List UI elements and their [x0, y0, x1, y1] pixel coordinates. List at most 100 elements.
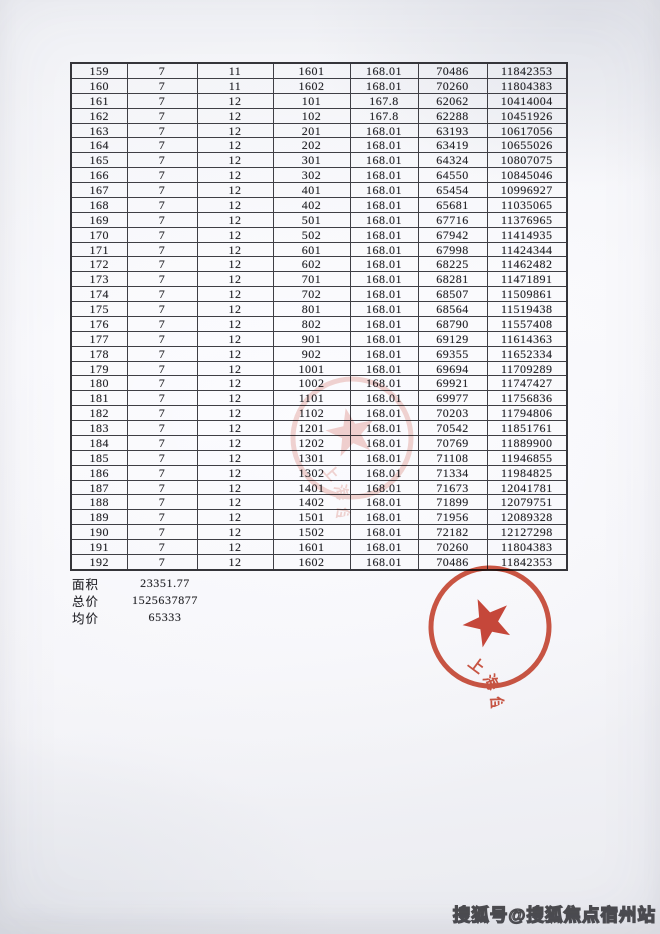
table-cell: 184 [70, 434, 128, 451]
table-cell: 168.01 [349, 77, 419, 94]
table-cell: 168 [70, 196, 128, 213]
table-row: 170 7 12 502 168.01 67942 11414935 [70, 226, 568, 243]
table-cell: 168.01 [349, 182, 419, 198]
table-cell: 168.01 [349, 122, 419, 139]
table-cell: 801 [272, 301, 351, 317]
table-row: 173 7 12 701 168.01 68281 11471891 [70, 271, 568, 288]
table-cell: 70769 [417, 434, 488, 451]
table-cell: 68225 [417, 256, 488, 273]
table-cell: 178 [70, 345, 128, 362]
table-cell: 71108 [417, 449, 488, 466]
table-cell: 402 [272, 196, 351, 213]
table-cell: 167 [70, 182, 128, 198]
table-cell: 69129 [417, 330, 488, 347]
table-cell: 11842353 [486, 62, 568, 79]
table-cell: 163 [70, 122, 128, 139]
table-cell: 168.01 [349, 62, 419, 79]
table-cell: 186 [70, 464, 128, 481]
table-cell: 12 [196, 494, 274, 511]
table-cell: 181 [70, 390, 128, 407]
table-cell: 302 [272, 167, 351, 184]
table-cell: 64550 [417, 167, 488, 184]
table-cell: 12 [196, 509, 274, 526]
table-cell: 602 [272, 256, 351, 273]
table-cell: 70203 [417, 405, 488, 422]
table-cell: 168.01 [349, 375, 419, 392]
table-cell: 901 [272, 330, 351, 347]
table-cell: 12 [196, 405, 274, 422]
table-cell: 12 [196, 196, 274, 213]
table-cell: 190 [70, 524, 128, 541]
table-cell: 12 [196, 330, 274, 347]
table-cell: 502 [272, 226, 351, 243]
table-cell: 12 [196, 167, 274, 184]
table-cell: 1302 [272, 464, 351, 481]
table-cell: 12 [196, 122, 274, 139]
table-cell: 11794806 [486, 405, 568, 422]
table-cell: 7 [126, 360, 198, 377]
table-cell: 101 [272, 92, 351, 109]
table-cell: 10617056 [486, 122, 568, 139]
table-cell: 12 [196, 449, 274, 466]
table-cell: 12 [196, 211, 274, 228]
table-cell: 70260 [417, 539, 488, 555]
table-cell: 12 [196, 360, 274, 377]
table-cell: 12 [196, 271, 274, 288]
table-cell: 12 [196, 539, 274, 555]
table-cell: 72182 [417, 524, 488, 541]
table-cell: 176 [70, 315, 128, 332]
table-cell: 7 [126, 196, 198, 213]
table-row: 188 7 12 1402 168.01 71899 12079751 [70, 494, 568, 511]
price-table: 159 7 11 1601 168.01 70486 11842353 160 7 11 1602 1… [70, 62, 568, 571]
table-cell: 167.8 [349, 92, 419, 109]
table-cell: 177 [70, 330, 128, 347]
table-cell: 7 [126, 122, 198, 139]
table-cell: 168.01 [349, 464, 419, 481]
table-cell: 10451926 [486, 107, 568, 124]
table-cell: 187 [70, 479, 128, 496]
table-cell: 168.01 [349, 509, 419, 526]
table-cell: 11 [196, 77, 274, 94]
table-cell: 11842353 [486, 553, 568, 571]
table-cell: 71673 [417, 479, 488, 496]
table-cell: 169 [70, 211, 128, 228]
table-cell: 68790 [417, 315, 488, 332]
table-cell: 63193 [417, 122, 488, 139]
table-cell: 11509861 [486, 286, 568, 303]
table-cell: 159 [70, 62, 128, 79]
table-cell: 71334 [417, 464, 488, 481]
table-cell: 12 [196, 464, 274, 481]
table-cell: 168.01 [349, 211, 419, 228]
table-cell: 7 [126, 182, 198, 198]
table-cell: 11519438 [486, 301, 568, 317]
table-cell: 7 [126, 271, 198, 288]
table-cell: 7 [126, 241, 198, 258]
table-cell: 12 [196, 226, 274, 243]
table-cell: 1001 [272, 360, 351, 377]
table-cell: 173 [70, 271, 128, 288]
table-cell: 168.01 [349, 196, 419, 213]
table-cell: 67942 [417, 226, 488, 243]
table-row: 168 7 12 402 168.01 65681 11035065 [70, 196, 568, 213]
table-cell: 202 [272, 137, 351, 154]
table-cell: 168.01 [349, 286, 419, 303]
table-cell: 67716 [417, 211, 488, 228]
table-cell: 162 [70, 107, 128, 124]
table-row: 159 7 11 1601 168.01 70486 11842353 [70, 62, 568, 79]
table-cell: 11376965 [486, 211, 568, 228]
table-cell: 64324 [417, 152, 488, 169]
table-cell: 12 [196, 553, 274, 571]
seal-ring [428, 565, 552, 689]
table-cell: 168.01 [349, 345, 419, 362]
table-cell: 68507 [417, 286, 488, 303]
table-cell: 401 [272, 182, 351, 198]
table-row: 166 7 12 302 168.01 64550 10845046 [70, 167, 568, 184]
table-cell: 11709289 [486, 360, 568, 377]
table-row: 161 7 12 101 167.8 62062 10414004 [70, 92, 568, 109]
table-cell: 65681 [417, 196, 488, 213]
table-row: 183 7 12 1201 168.01 70542 11851761 [70, 420, 568, 436]
table-cell: 71899 [417, 494, 488, 511]
table-cell: 70486 [417, 553, 488, 571]
table-cell: 12041781 [486, 479, 568, 496]
